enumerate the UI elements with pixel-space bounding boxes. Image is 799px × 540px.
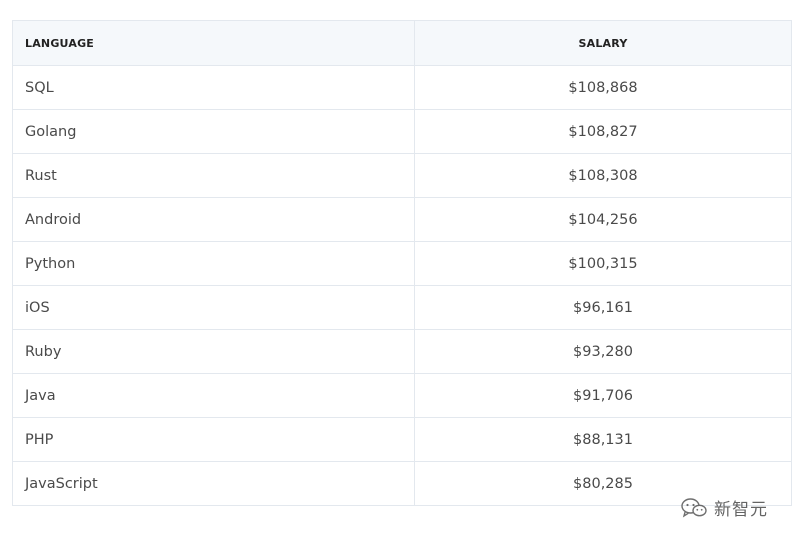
salary-cell: $80,285 [414,461,792,506]
table-body: SQL $108,868 Golang $108,827 Rust $108,3… [12,65,792,506]
table-row: Golang $108,827 [12,109,792,154]
language-cell: SQL [12,65,415,110]
table-row: Python $100,315 [12,241,792,286]
language-cell: PHP [12,417,415,462]
watermark: 新智元 [680,495,768,520]
table-row: Android $104,256 [12,197,792,242]
salary-cell: $93,280 [414,329,792,374]
table-row: Java $91,706 [12,373,792,418]
language-cell: Android [12,197,415,242]
salary-cell: $96,161 [414,285,792,330]
language-column-header: LANGUAGE [12,20,415,66]
salary-cell: $108,827 [414,109,792,154]
salary-table: LANGUAGE SALARY SQL $108,868 Golang $108… [12,20,792,506]
language-cell: Python [12,241,415,286]
salary-cell: $108,308 [414,153,792,198]
header-row: LANGUAGE SALARY [12,20,792,66]
table-row: Ruby $93,280 [12,329,792,374]
salary-column-header: SALARY [414,20,792,66]
table-row: JavaScript $80,285 [12,461,792,506]
language-cell: JavaScript [12,461,415,506]
table-row: PHP $88,131 [12,417,792,462]
language-cell: Golang [12,109,415,154]
language-cell: Rust [12,153,415,198]
watermark-text: 新智元 [714,500,768,520]
salary-cell: $108,868 [414,65,792,110]
salary-table-container: LANGUAGE SALARY SQL $108,868 Golang $108… [12,20,792,506]
salary-cell: $91,706 [414,373,792,418]
table-row: Rust $108,308 [12,153,792,198]
wechat-icon [680,497,708,519]
language-cell: Ruby [12,329,415,374]
salary-cell: $104,256 [414,197,792,242]
salary-cell: $88,131 [414,417,792,462]
table-row: iOS $96,161 [12,285,792,330]
language-cell: iOS [12,285,415,330]
language-cell: Java [12,373,415,418]
table-header: LANGUAGE SALARY [12,20,792,66]
table-row: SQL $108,868 [12,65,792,110]
salary-cell: $100,315 [414,241,792,286]
